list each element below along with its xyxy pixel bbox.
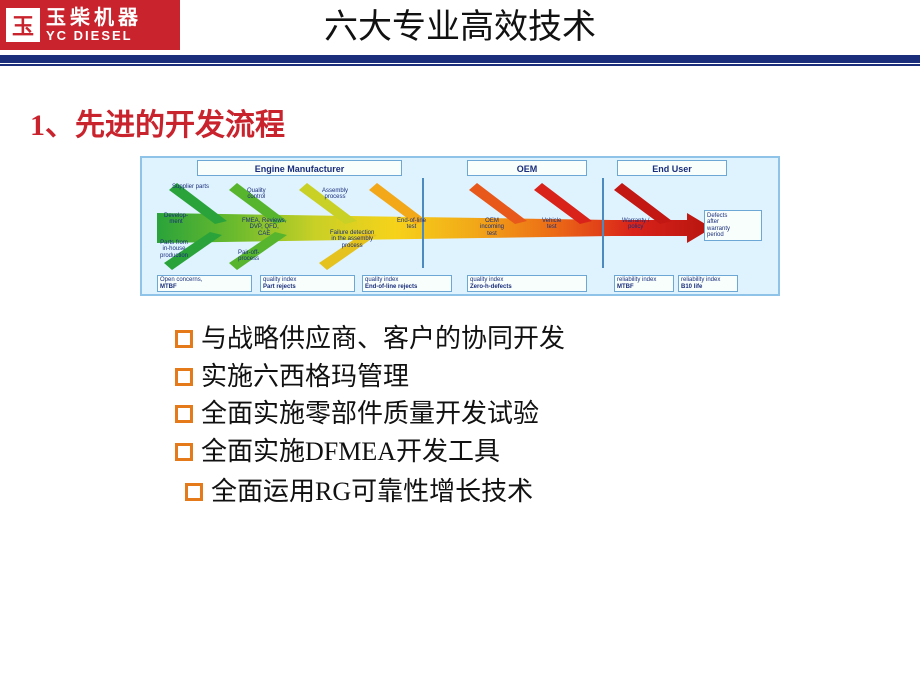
bullet-item: 实施六西格玛管理 xyxy=(175,358,920,396)
diagram-node-label: Develop- ment xyxy=(164,213,188,226)
bullet-item: 全面实施零部件质量开发试验 xyxy=(175,395,920,433)
diagram-col-footer: quality indexZero-h-defects xyxy=(467,275,587,292)
diagram-col-header: Engine Manufacturer xyxy=(197,160,402,176)
diagram-col-footer: quality indexPart rejects xyxy=(260,275,355,292)
diagram-col-footer: reliability indexB10 life xyxy=(678,275,738,292)
bullet-item: 与战略供应商、客户的协同开发 xyxy=(175,320,920,358)
slide-header: 玉 玉柴机器 YC DIESEL 六大专业高效技术 xyxy=(0,0,920,70)
header-rule xyxy=(0,55,920,67)
diagram-node-label: Pair-off- process xyxy=(238,250,259,263)
bullet-item: 全面运用RG可靠性增长技术 xyxy=(185,473,920,511)
diagram-node-label: Quality control xyxy=(247,188,266,201)
diagram-col-header: End User xyxy=(617,160,727,176)
bullet-item: 全面实施DFMEA开发工具 xyxy=(175,433,920,471)
section-sep: 、 xyxy=(45,109,75,142)
diagram-col-footer: reliability indexMTBF xyxy=(614,275,674,292)
section-text: 先进的开发流程 xyxy=(75,109,285,142)
bullet-list: 与战略供应商、客户的协同开发实施六西格玛管理全面实施零部件质量开发试验全面实施D… xyxy=(175,320,920,510)
section-number: 1 xyxy=(30,109,45,142)
bullet-square-icon xyxy=(175,405,193,423)
diagram-end-box: Defects after warranty period xyxy=(704,210,762,241)
diagram-node-label: FMEA, Reviews, DVP, QFD, CAE xyxy=(242,218,286,237)
slide-title: 六大专业高效技术 xyxy=(0,8,920,49)
bullet-square-icon xyxy=(175,330,193,348)
diagram-node-label: Parts from in-house production xyxy=(160,240,188,259)
diagram-divider xyxy=(602,178,604,268)
bullet-text: 全面实施DFMEA开发工具 xyxy=(201,433,500,471)
process-flow-diagram: Engine Manufacturer Open concerns,MTBF qua… xyxy=(140,156,780,296)
diagram-node-label: Supplier parts xyxy=(172,184,209,190)
diagram-col-footer: Open concerns,MTBF xyxy=(157,275,252,292)
diagram-node-label: Assembly process xyxy=(322,188,348,201)
bullet-text: 与战略供应商、客户的协同开发 xyxy=(201,320,565,358)
diagram-col-footer: quality indexEnd-of-line rejects xyxy=(362,275,452,292)
bullet-text: 全面运用RG可靠性增长技术 xyxy=(211,473,533,511)
diagram-node-label: OEM incoming test xyxy=(480,218,504,237)
bullet-square-icon xyxy=(175,368,193,386)
bullet-square-icon xyxy=(185,483,203,501)
bullet-text: 全面实施零部件质量开发试验 xyxy=(201,395,539,433)
diagram-node-label: Failure detection in the assembly proces… xyxy=(330,230,374,249)
diagram-node-label: Vehicle test xyxy=(542,218,561,231)
bullet-square-icon xyxy=(175,443,193,461)
diagram-node-label: End-of-line test xyxy=(397,218,426,231)
diagram-col-header: OEM xyxy=(467,160,587,176)
diagram-node-label: Warranty / policy xyxy=(622,218,649,231)
bullet-text: 实施六西格玛管理 xyxy=(201,358,409,396)
section-heading: 1、先进的开发流程 xyxy=(30,100,920,144)
